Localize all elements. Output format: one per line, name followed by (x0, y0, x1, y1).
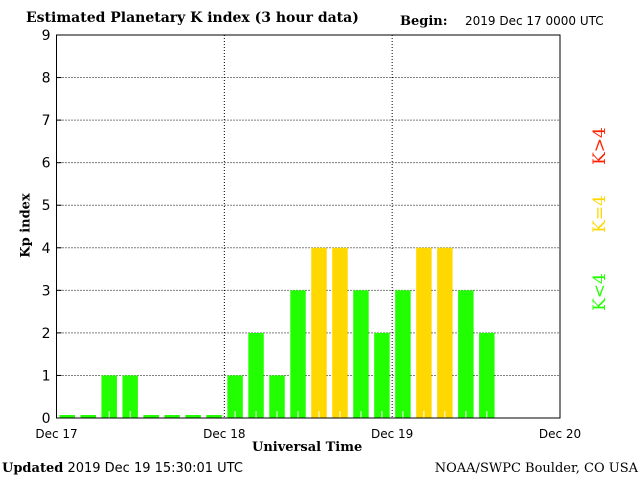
x-tick-label: Dec 19 (371, 427, 413, 441)
y-tick-label: 6 (42, 156, 51, 172)
updated-line: Updated 2019 Dec 19 15:30:01 UTC (2, 461, 243, 476)
kp-bar (395, 290, 411, 418)
kp-bar (206, 415, 222, 418)
kp-bar (353, 290, 369, 418)
x-tick-label: Dec 18 (203, 427, 245, 441)
x-axis-label: Universal Time (252, 440, 363, 455)
kp-bar (227, 375, 243, 418)
y-tick-label: 8 (42, 71, 51, 87)
kp-bar (101, 375, 117, 418)
kp-bar (185, 415, 201, 418)
y-tick-label: 0 (42, 411, 51, 427)
chart-title: Estimated Planetary K index (3 hour data… (26, 10, 359, 26)
y-tick-label: 5 (42, 198, 51, 214)
kp-bar (164, 415, 180, 418)
legend-low: K<4 (590, 273, 610, 311)
x-tick-label: Dec 20 (539, 427, 581, 441)
kp-bar (374, 332, 390, 418)
begin-value: 2019 Dec 17 0000 UTC (465, 14, 604, 28)
updated-label: Updated (2, 461, 64, 476)
credit: NOAA/SWPC Boulder, CO USA (434, 461, 638, 476)
kp-bar (416, 247, 432, 418)
kp-bar (248, 332, 264, 418)
kp-bar (80, 415, 96, 418)
kp-bar (290, 290, 306, 418)
kp-bar (479, 332, 495, 418)
y-tick-label: 3 (42, 283, 51, 299)
updated-value: 2019 Dec 19 15:30:01 UTC (67, 461, 243, 476)
kp-bar (332, 247, 348, 418)
y-axis-label: Kp index (18, 193, 34, 258)
kp-bar (311, 247, 327, 418)
legend-high: K>4 (590, 127, 610, 165)
kp-bar (59, 415, 75, 418)
y-tick-label: 4 (42, 241, 51, 257)
y-tick-label: 7 (42, 113, 51, 129)
y-tick-label: 1 (42, 368, 51, 384)
y-tick-label: 9 (42, 28, 51, 44)
kp-bar (269, 375, 285, 418)
kp-bar (458, 290, 474, 418)
kp-bar (437, 247, 453, 418)
x-tick-label: Dec 17 (35, 427, 77, 441)
begin-label: Begin: (400, 14, 448, 29)
kp-bar (122, 375, 138, 418)
plot-frame (56, 34, 561, 419)
kp-bar (143, 415, 159, 418)
legend-eq: K=4 (590, 195, 610, 233)
y-tick-label: 2 (42, 326, 51, 342)
